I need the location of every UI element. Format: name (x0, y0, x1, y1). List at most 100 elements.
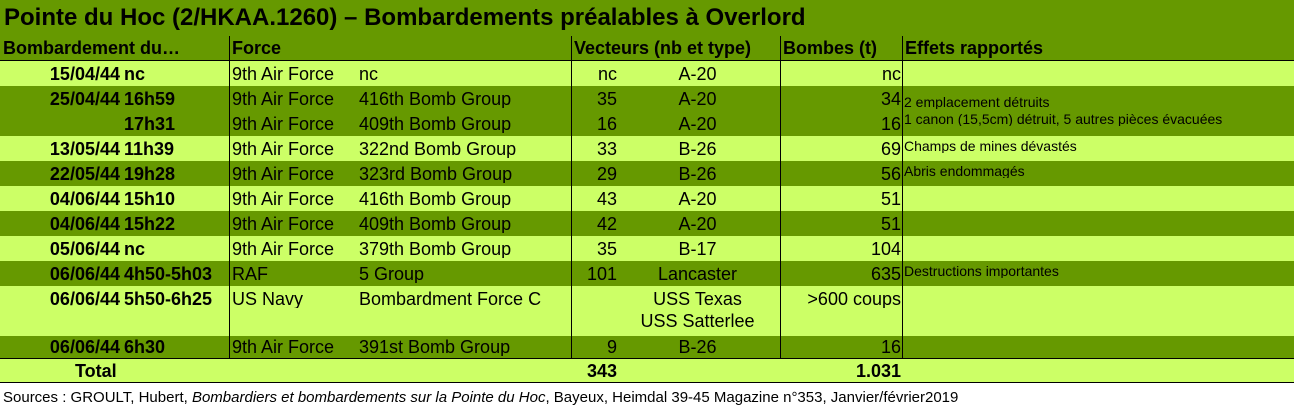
header-bombes: Bombes (t) (780, 36, 902, 60)
cell-force: 9th Air Force (232, 338, 335, 356)
cell-bombs: 56 (880, 165, 901, 183)
cell-date: 25/04/44 (49, 90, 120, 108)
cell-bombs: >600 coups (807, 290, 901, 308)
cell-unit: 322nd Bomb Group (359, 140, 517, 158)
cell-type: A-20 (678, 65, 717, 83)
header-effets: Effets rapportés (902, 36, 1294, 60)
cell-nb: 29 (596, 165, 617, 183)
row-band (0, 286, 1294, 336)
row-divider (0, 60, 1294, 61)
cell-nb: 43 (596, 190, 617, 208)
cell-effect: Abris endommagés (904, 164, 1025, 178)
cell-time: 4h50-5h03 (124, 265, 213, 283)
cell-type-secondary: USS Satterlee (640, 312, 755, 330)
row-band (0, 86, 1294, 136)
cell-type: A-20 (678, 115, 717, 133)
cell-effect: 1 canon (15,5cm) détruit, 5 autres pièce… (904, 112, 1223, 126)
cell-nb: 42 (596, 215, 617, 233)
source-prefix: Sources : GROULT, Hubert, (3, 390, 192, 405)
cell-nb: 35 (596, 90, 617, 108)
cell-force: 9th Air Force (232, 165, 335, 183)
cell-date: 06/06/44 (49, 265, 120, 283)
cell-time: 5h50-6h25 (124, 290, 213, 308)
cell-type: A-20 (678, 215, 717, 233)
row-band (0, 211, 1294, 236)
cell-unit: Bombardment Force C (359, 290, 542, 308)
cell-bombs: 51 (880, 215, 901, 233)
cell-date: 22/05/44 (49, 165, 120, 183)
source-work: Bombardiers et bombardements sur la Poin… (191, 390, 546, 405)
row-band (0, 161, 1294, 186)
row-divider (0, 358, 1294, 359)
cell-bombs: 104 (870, 240, 901, 258)
cell-unit: 323rd Bomb Group (359, 165, 513, 183)
cell-unit: 379th Bomb Group (359, 240, 512, 258)
cell-force: 9th Air Force (232, 240, 335, 258)
cell-force: US Navy (232, 290, 304, 308)
row-divider (0, 382, 1294, 383)
cell-date: 05/06/44 (49, 240, 120, 258)
cell-force: 9th Air Force (232, 115, 335, 133)
cell-time: 19h28 (124, 165, 176, 183)
cell-type: B-26 (678, 140, 717, 158)
total-label: Total (75, 362, 117, 380)
cell-bombs: 51 (880, 190, 901, 208)
cell-force: 9th Air Force (232, 215, 335, 233)
cell-type: Lancaster (657, 265, 738, 283)
cell-time: nc (124, 65, 146, 83)
cell-force: 9th Air Force (232, 140, 335, 158)
cell-unit: 416th Bomb Group (359, 90, 512, 108)
cell-unit: 5 Group (359, 265, 425, 283)
cell-date: 15/04/44 (49, 65, 120, 83)
cell-type: B-26 (678, 338, 717, 356)
row-band (0, 186, 1294, 211)
cell-bombs: 34 (880, 90, 901, 108)
cell-nb: 33 (596, 140, 617, 158)
header-vecteurs: Vecteurs (nb et type) (571, 36, 780, 60)
column-divider (229, 36, 230, 358)
column-divider (571, 36, 572, 358)
cell-time: 11h39 (124, 140, 175, 158)
cell-force: 9th Air Force (232, 90, 335, 108)
source-suffix: , Bayeux, Heimdal 39-45 Magazine n°353, … (545, 390, 959, 405)
cell-unit: 416th Bomb Group (359, 190, 512, 208)
cell-nb: 9 (606, 338, 617, 356)
cell-type: B-17 (678, 240, 717, 258)
cell-type: A-20 (678, 90, 717, 108)
cell-unit: nc (359, 65, 379, 83)
cell-type: A-20 (678, 190, 717, 208)
table-title: Pointe du Hoc (2/HKAA.1260) – Bombardeme… (0, 0, 1294, 36)
cell-force: 9th Air Force (232, 190, 335, 208)
cell-bombs: 16 (880, 338, 901, 356)
header-force: Force (229, 36, 571, 60)
cell-date: 06/06/44 (49, 290, 120, 308)
total-nb: 343 (586, 362, 617, 380)
cell-date: 04/06/44 (49, 215, 120, 233)
cell-time: 15h10 (124, 190, 176, 208)
cell-time: 6h30 (124, 338, 166, 356)
cell-nb: 16 (596, 115, 617, 133)
cell-time: nc (124, 240, 146, 258)
cell-date: 13/05/44 (49, 140, 120, 158)
cell-time: 15h22 (124, 215, 176, 233)
cell-type: B-26 (678, 165, 717, 183)
column-divider (902, 36, 903, 358)
cell-nb: nc (597, 65, 617, 83)
cell-effect: Champs de mines dévastés (904, 139, 1077, 153)
cell-force: 9th Air Force (232, 65, 335, 83)
row-band (0, 60, 1294, 86)
cell-effect: Destructions importantes (904, 264, 1059, 278)
cell-date: 04/06/44 (49, 190, 120, 208)
cell-unit: 391st Bomb Group (359, 338, 511, 356)
cell-time: 17h31 (124, 115, 176, 133)
cell-time: 16h59 (124, 90, 176, 108)
header-bombardement: Bombardement du… (0, 36, 229, 60)
cell-bombs: 635 (870, 265, 901, 283)
cell-bombs: 16 (880, 115, 901, 133)
column-divider (780, 36, 781, 358)
total-bombs: 1.031 (855, 362, 901, 380)
source-note: Sources : GROULT, Hubert, Bombardiers et… (3, 390, 1293, 405)
cell-unit: 409th Bomb Group (359, 115, 512, 133)
cell-force: RAF (232, 265, 268, 283)
